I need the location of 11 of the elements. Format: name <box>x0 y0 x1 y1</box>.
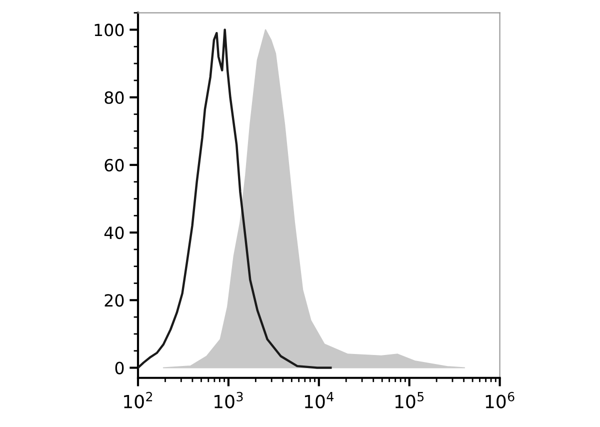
y-tick-label: 80 <box>104 91 124 104</box>
y-tick-label: 100 <box>94 24 124 36</box>
y-tick-label: 0 <box>115 362 124 374</box>
x-tick-label: 10$^{6}$ <box>486 392 514 408</box>
y-tick-label: 40 <box>104 226 124 240</box>
y-tick-label: 20 <box>104 294 124 307</box>
x-tick-label: 10$^{2}$ <box>124 392 152 408</box>
x-tick-label: 10$^{5}$ <box>395 392 424 408</box>
x-tick-label: 10$^{3}$ <box>214 392 243 408</box>
y-tick-label: 60 <box>104 158 124 172</box>
x-tick-label: 10$^{4}$ <box>304 392 334 408</box>
